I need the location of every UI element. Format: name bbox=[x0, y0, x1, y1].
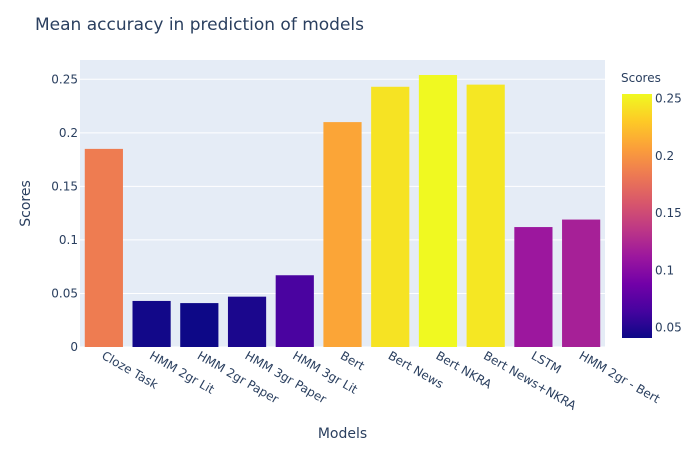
colorbar-ticks: 0.05 0.1 0.15 0.2 0.25 bbox=[655, 92, 682, 335]
bar bbox=[418, 74, 458, 347]
bar bbox=[371, 86, 410, 347]
colorbar-tick-label: 0.05 bbox=[655, 321, 682, 335]
bar bbox=[180, 303, 219, 347]
x-tick-label: HMM 3gr Paper bbox=[243, 348, 329, 406]
y-tick-label: 0 bbox=[70, 340, 78, 354]
bar bbox=[323, 122, 362, 347]
x-tick-label: Bert bbox=[338, 348, 367, 373]
chart-title: Mean accuracy in prediction of models bbox=[35, 15, 364, 35]
colorbar-tick-label: 0.1 bbox=[655, 263, 674, 277]
y-tick-label: 0.05 bbox=[51, 286, 78, 300]
colorbar-tick-label: 0.15 bbox=[655, 206, 682, 220]
x-tick-label: LSTM bbox=[529, 348, 564, 376]
y-tick-label: 0.25 bbox=[51, 72, 78, 86]
bar bbox=[275, 275, 314, 347]
x-tick-label: HMM 2gr - Bert bbox=[577, 348, 663, 406]
bar bbox=[227, 296, 267, 347]
bar bbox=[84, 148, 123, 347]
colorbar: Scores 0.05 0.1 0.15 0.2 0.25 bbox=[621, 71, 682, 338]
bars bbox=[84, 74, 601, 347]
colorbar-gradient bbox=[622, 94, 652, 338]
bar bbox=[514, 227, 553, 347]
y-axis-ticks: 0 0.05 0.1 0.15 0.2 0.25 bbox=[51, 72, 78, 354]
y-axis-title: Scores bbox=[18, 180, 34, 227]
x-axis-title: Models bbox=[318, 426, 367, 442]
colorbar-tick-label: 0.2 bbox=[655, 149, 674, 163]
colorbar-tick-label: 0.25 bbox=[655, 92, 682, 106]
bar bbox=[132, 300, 171, 347]
colorbar-title: Scores bbox=[621, 71, 661, 85]
x-tick-label: HMM 2gr Paper bbox=[195, 348, 281, 406]
bar bbox=[466, 84, 505, 347]
bar bbox=[562, 219, 601, 347]
y-tick-label: 0.2 bbox=[59, 126, 78, 140]
y-tick-label: 0.15 bbox=[51, 179, 78, 193]
y-tick-label: 0.1 bbox=[59, 233, 78, 247]
